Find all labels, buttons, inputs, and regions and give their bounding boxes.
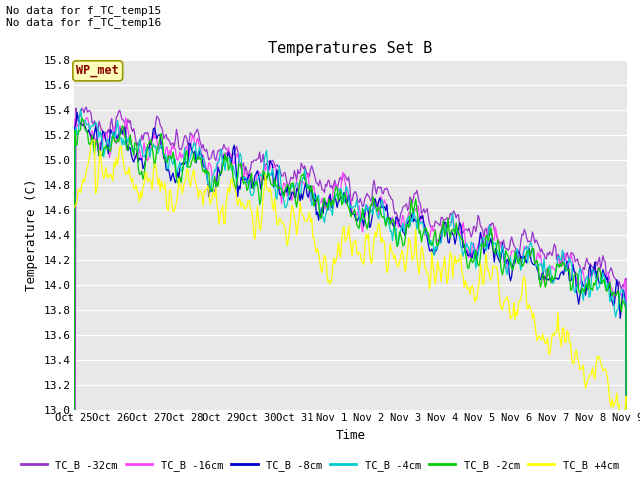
Y-axis label: Temperature (C): Temperature (C) <box>25 179 38 291</box>
Text: WP_met: WP_met <box>76 64 119 77</box>
Title: Temperatures Set B: Temperatures Set B <box>268 41 433 56</box>
Legend: TC_B -32cm, TC_B -16cm, TC_B -8cm, TC_B -4cm, TC_B -2cm, TC_B +4cm: TC_B -32cm, TC_B -16cm, TC_B -8cm, TC_B … <box>17 456 623 475</box>
Text: No data for f_TC_temp15
No data for f_TC_temp16: No data for f_TC_temp15 No data for f_TC… <box>6 5 162 28</box>
X-axis label: Time: Time <box>335 429 365 442</box>
